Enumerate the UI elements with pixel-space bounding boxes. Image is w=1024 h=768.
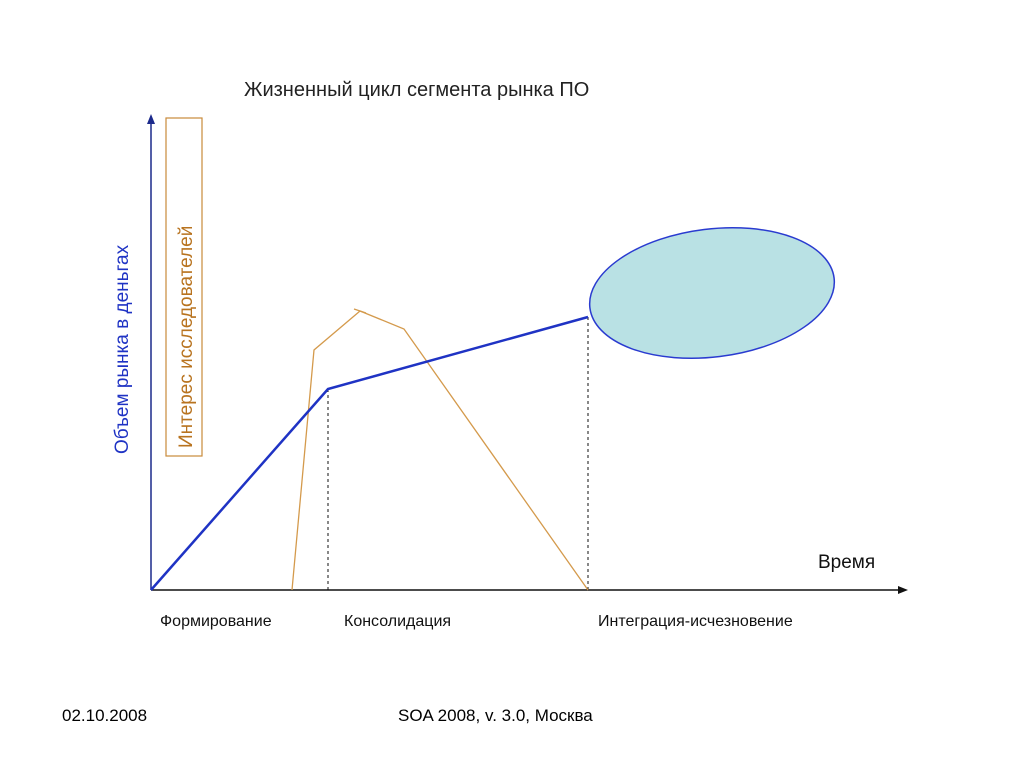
footer-center: SOA 2008, v. 3.0, Москва (398, 706, 593, 725)
interest-curve-peak-mark (353, 308, 367, 314)
y-axis-label: Объем рынка в деньгах (112, 244, 133, 454)
market-volume-line (150, 315, 589, 591)
phase-label-formation: Формирование (160, 613, 272, 630)
y-axis-arrow (147, 114, 155, 124)
diagram-title: Жизненный цикл сегмента рынка ПО (244, 79, 589, 101)
phase-label-integration: Интеграция-исчезновение (598, 613, 793, 630)
x-axis-arrow (898, 586, 908, 594)
integration-ellipse (588, 226, 836, 360)
footer-date: 02.10.2008 (62, 706, 148, 725)
x-axis-label: Время (818, 552, 875, 573)
phase-label-consolidation: Консолидация (344, 613, 451, 630)
interest-curve (291, 310, 589, 591)
interest-legend-label: Интерес исследователей (176, 226, 197, 448)
interest-legend-box (165, 117, 203, 457)
